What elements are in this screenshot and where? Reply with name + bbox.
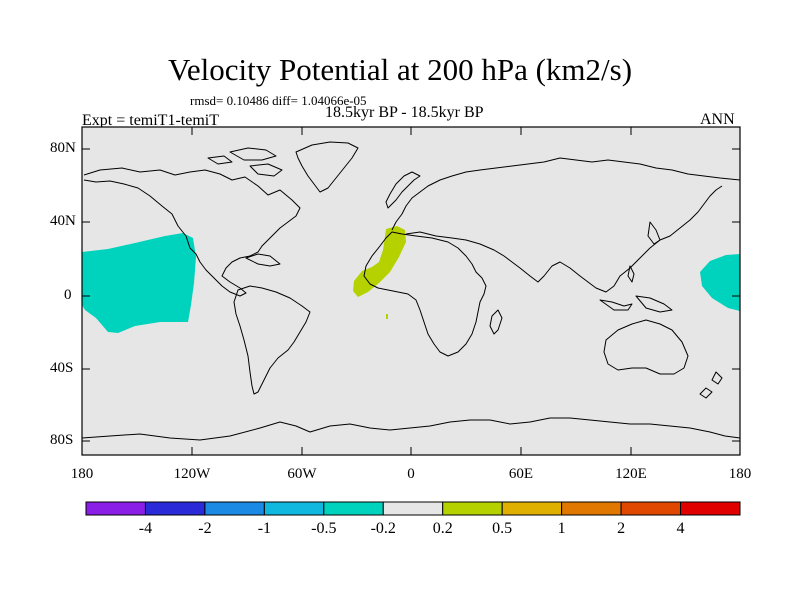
colorbar-label: 1 [557,520,566,537]
subtitle: 18.5kyr BP - 18.5kyr BP [325,104,484,121]
experiment-label: Expt = temiT1-temiT [82,112,219,129]
stats-label: rmsd= 0.10486 diff= 1.04066e-05 [190,93,367,108]
colorbar-label: 4 [676,520,685,537]
colorbar-swatch [144,501,206,516]
colorbar-swatch [204,501,265,516]
x-tick-label: 0 [407,466,415,482]
colorbar [85,501,741,516]
y-tick-label: 40N [50,213,76,229]
colorbar-label: 0.2 [432,520,453,537]
colorbar-swatch [263,501,325,516]
colorbar-swatch [323,501,384,516]
colorbar-label: -0.2 [370,520,396,537]
colorbar-swatch [620,501,682,516]
x-tick-label: 60E [508,466,534,482]
page-title: Velocity Potential at 200 hPa (km2/s) [167,52,633,87]
x-tick-label: 180 [70,466,94,482]
y-tick-label: 80S [50,432,74,448]
colorbar-label: -4 [138,520,153,537]
colorbar-label: 2 [617,520,626,537]
colorbar-swatch [680,501,741,516]
y-tick-label: 40S [50,360,74,376]
x-tick-label: 60W [287,466,317,482]
x-tick-label: 120E [615,466,647,482]
colorbar-swatch [85,501,146,516]
coastlines [81,141,741,441]
colorbar-label: -0.5 [311,520,337,537]
colorbar-label: 0.5 [492,520,513,537]
x-tick-label: 120W [173,466,211,482]
colorbar-label: -1 [257,520,272,537]
colorbar-swatch [501,501,563,516]
x-tick-label: 180 [728,466,752,482]
season-label: ANN [700,111,735,128]
y-tick-label: 0 [64,287,72,303]
axis-ticks [81,127,741,455]
colorbar-swatch [382,501,444,516]
colorbar-swatch [561,501,622,516]
colorbar-swatch [442,501,503,516]
colorbar-label: -2 [198,520,212,537]
y-tick-label: 80N [50,140,76,156]
negative-anomaly-region-pacific [82,233,740,333]
